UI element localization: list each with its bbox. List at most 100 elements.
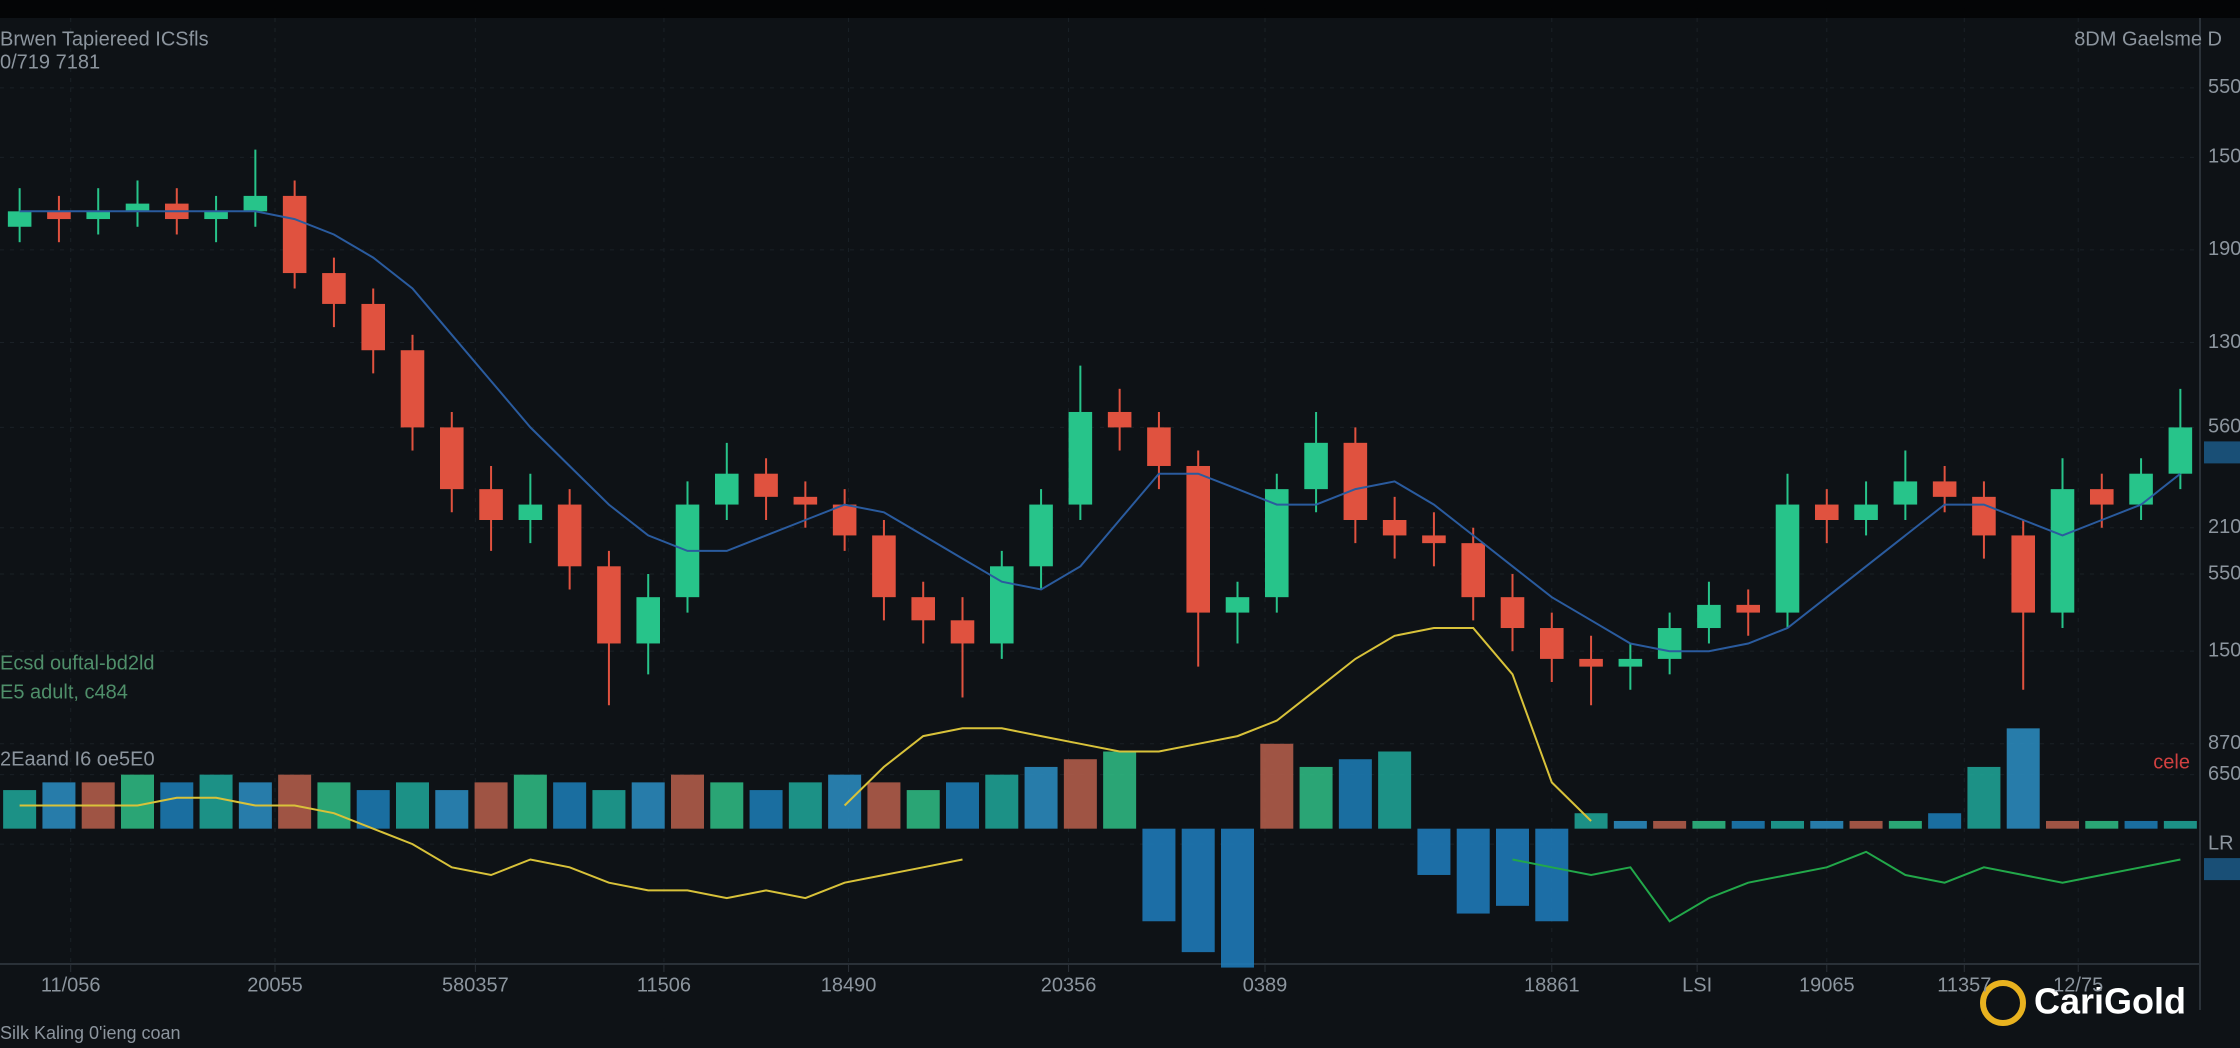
candle-body: [243, 195, 268, 212]
annotation: E5 adult, c484: [0, 681, 128, 703]
y-tick-label: 560: [2208, 416, 2240, 438]
histogram-bar: [2006, 728, 2040, 829]
histogram-bar: [1456, 828, 1490, 914]
footer: Silk Kaling 0'ieng coan: [0, 1023, 181, 1043]
histogram-bar: [1613, 820, 1647, 829]
y-tick-label: 870: [2208, 732, 2240, 754]
histogram-bar: [946, 782, 979, 829]
candle-body: [1382, 520, 1407, 536]
candle-body: [1461, 543, 1485, 598]
candle-body: [86, 211, 110, 220]
histogram-bar: [2163, 820, 2197, 829]
candle-body: [1265, 489, 1289, 598]
candle-body: [518, 504, 543, 520]
histogram-bar: [1063, 759, 1097, 829]
candle-body: [400, 350, 425, 428]
histogram-bar: [788, 782, 822, 829]
candle-body: [47, 211, 71, 220]
line-series: [843, 627, 1592, 822]
histogram-bar: [553, 782, 587, 829]
candle-body: [1736, 604, 1760, 613]
x-tick-label: 11506: [637, 974, 691, 996]
histogram-bar: [1692, 820, 1726, 829]
candle-body: [557, 504, 582, 567]
candle-body: [1697, 604, 1721, 629]
candle-body: [1815, 504, 1839, 520]
histogram-bar: [1299, 766, 1333, 829]
candle-body: [2011, 535, 2035, 613]
histogram-bar: [592, 790, 626, 829]
candle-body: [715, 473, 739, 505]
histogram-bar: [3, 790, 37, 829]
y-tick-label: 550: [2208, 562, 2240, 584]
histogram-bar: [985, 774, 1019, 829]
candle-body: [832, 504, 857, 536]
logo-icon-cut: [2000, 998, 2016, 1008]
candle-body: [1107, 411, 1132, 428]
line-series: [19, 210, 2182, 653]
histogram-bar: [1417, 828, 1451, 875]
candle-body: [1540, 628, 1564, 659]
histogram-bar: [906, 790, 940, 829]
candle-body: [2090, 489, 2114, 505]
logo: CariGold: [2034, 981, 2186, 1022]
candle-body: [1775, 504, 1800, 613]
candle-body: [479, 489, 503, 520]
histogram-bar: [396, 782, 429, 829]
x-tick-label: 20055: [247, 974, 303, 996]
candle-body: [1304, 442, 1328, 490]
candle-body: [2050, 489, 2075, 613]
histogram-bar: [1221, 828, 1254, 968]
candle-body: [911, 597, 935, 621]
histogram-bar: [356, 790, 390, 829]
candle-body: [950, 620, 975, 644]
histogram-bar: [1888, 820, 1922, 829]
x-tick-label: 18861: [1524, 974, 1580, 996]
x-tick-label: 11/056: [41, 974, 101, 996]
histogram-bar: [1771, 820, 1804, 829]
y-tick-label: 190: [2208, 238, 2240, 260]
x-tick-label: 18490: [821, 974, 877, 996]
candle-body: [1343, 442, 1368, 520]
candle-body: [990, 566, 1014, 644]
candle-body: [361, 303, 385, 351]
candle-body: [1186, 465, 1210, 613]
candle-body: [1422, 535, 1446, 544]
candle-body: [204, 211, 228, 220]
histogram-bar: [631, 782, 665, 829]
candle-body: [1500, 597, 1525, 629]
x-tick-label: 12/75: [2053, 974, 2103, 996]
histogram-bar: [1849, 820, 1883, 829]
histogram-bar: [1103, 751, 1137, 829]
histogram-bar: [278, 774, 312, 829]
candle-body: [1225, 597, 1250, 613]
line-series: [1512, 850, 2181, 923]
candle-body: [1932, 481, 1957, 497]
histogram-bar: [1338, 759, 1372, 829]
candle-body: [1579, 658, 1603, 667]
tick-highlight: [2204, 441, 2240, 464]
header-label: 8DM Gaelsme D: [2074, 28, 2222, 50]
histogram-bar: [1731, 820, 1765, 829]
candle-body: [2168, 427, 2193, 474]
y-tick-label: 650: [2208, 763, 2240, 785]
candle-body: [793, 496, 818, 505]
candle-body: [1972, 496, 1996, 536]
y-tick-label: 210: [2208, 516, 2240, 538]
candle-body: [1854, 504, 1878, 520]
histogram-bar: [1928, 813, 1962, 829]
histogram-bar: [1378, 751, 1412, 829]
x-tick-label: 580357: [442, 974, 509, 996]
histogram-bar: [1496, 828, 1529, 906]
candle-body: [1147, 427, 1171, 466]
histogram-bar: [1142, 828, 1176, 922]
candle-body: [872, 535, 896, 598]
x-tick-label: 0389: [1243, 974, 1288, 996]
x-tick-label: 19065: [1799, 974, 1855, 996]
histogram-bar: [1967, 766, 2001, 829]
chart-title: Brwen Tapiereed ICSfls: [0, 28, 209, 50]
histogram-bar: [1653, 820, 1687, 829]
y-tick-label: 130: [2208, 331, 2240, 353]
candle-body: [1068, 411, 1093, 505]
